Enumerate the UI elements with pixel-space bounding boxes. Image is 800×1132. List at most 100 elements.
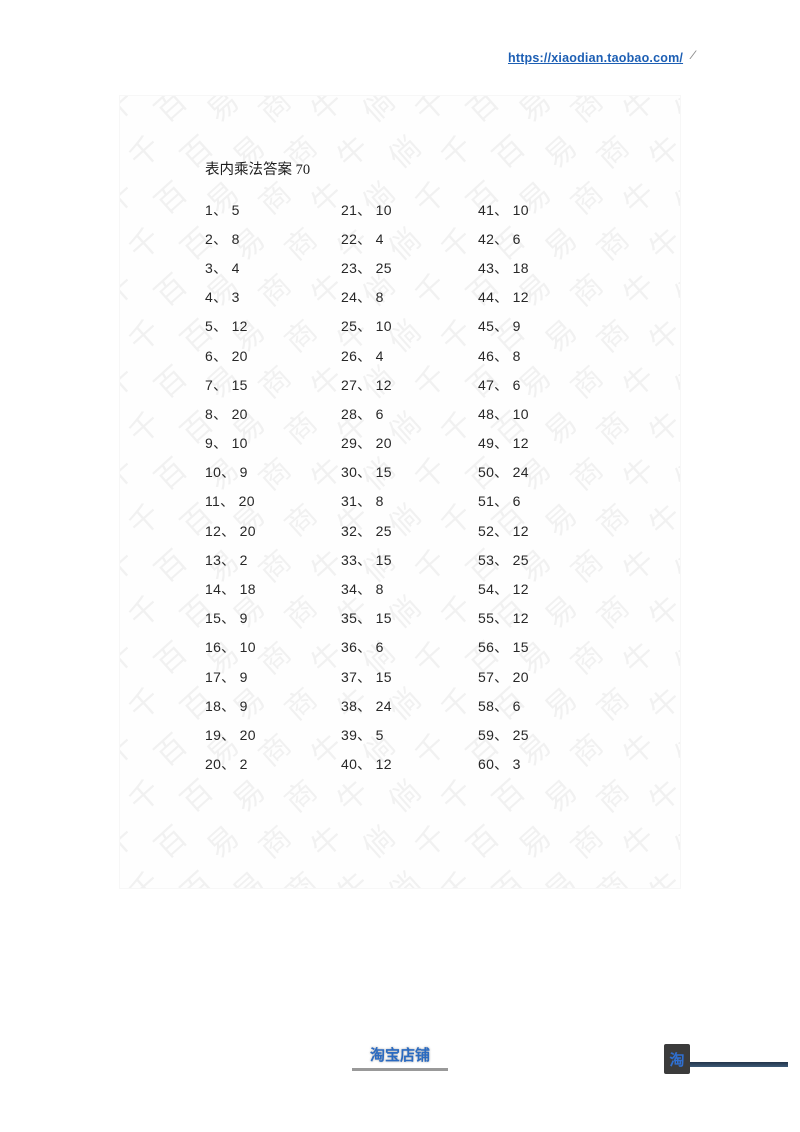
watermark-char: 千 <box>120 176 142 221</box>
answer-item: 41、 10 <box>478 201 529 218</box>
watermark-char: 商 <box>591 406 636 451</box>
watermark-char: 百 <box>149 452 194 497</box>
watermark-char: 千 <box>409 544 454 589</box>
watermark-char: 千 <box>120 96 142 129</box>
answer-item: 20、 2 <box>205 756 248 773</box>
watermark-char: 易 <box>533 860 585 888</box>
watermark-char: 百 <box>461 820 506 865</box>
watermark-char: 百 <box>149 96 194 129</box>
answer-item: 54、 12 <box>478 581 529 598</box>
answer-item: 56、 15 <box>478 639 529 656</box>
watermark-char: 牛 <box>305 96 350 129</box>
shop-link[interactable]: https://xiaodian.taobao.com/ <box>508 51 684 65</box>
watermark-char: 易 <box>513 96 558 129</box>
watermark-char: 千 <box>123 130 168 175</box>
watermark-char: 牛 <box>617 176 662 221</box>
watermark-char: 千 <box>120 360 142 405</box>
watermark-char: 牛 <box>617 544 662 589</box>
watermark-char: 千 <box>435 682 480 727</box>
watermark-char: 商 <box>565 96 610 129</box>
watermark-char: 倘 <box>669 636 680 681</box>
watermark-char: 易 <box>539 498 584 543</box>
answer-item: 4、 3 <box>205 289 240 306</box>
answer-item: 37、 15 <box>341 668 392 685</box>
answer-item: 52、 12 <box>478 522 529 539</box>
answer-item: 11、 20 <box>205 493 255 510</box>
watermark-char: 千 <box>120 452 142 497</box>
watermark-char: 千 <box>123 590 168 635</box>
answer-item: 40、 12 <box>341 756 392 773</box>
watermark-char: 千 <box>120 860 169 888</box>
watermark-char: 牛 <box>643 314 680 359</box>
watermark-char: 千 <box>120 544 142 589</box>
watermark-char: 牛 <box>617 452 662 497</box>
answer-item: 22、 4 <box>341 230 384 247</box>
worksheet-page: 千百易商牛倘千百易商牛倘千百易商牛倘千百易商牛倘千百易商牛倘千百易商牛倘千百易商… <box>120 96 680 888</box>
watermark-char: 商 <box>253 96 298 129</box>
answer-item: 9、 10 <box>205 435 248 452</box>
answer-item: 7、 15 <box>205 376 248 393</box>
answer-item: 51、 6 <box>478 493 521 510</box>
watermark-char: 牛 <box>643 682 680 727</box>
watermark-char: 牛 <box>617 96 662 129</box>
watermark-char: 千 <box>409 636 454 681</box>
watermark-char: 商 <box>565 268 610 313</box>
watermark-char: 商 <box>279 222 324 267</box>
watermark-char: 千 <box>123 222 168 267</box>
answer-item: 17、 9 <box>205 668 248 685</box>
watermark-char: 商 <box>565 360 610 405</box>
watermark-char: 千 <box>123 774 168 819</box>
watermark-char: 牛 <box>643 498 680 543</box>
answer-item: 15、 9 <box>205 610 248 627</box>
watermark-char: 千 <box>120 268 142 313</box>
answer-item: 47、 6 <box>478 376 521 393</box>
watermark-char: 千 <box>409 452 454 497</box>
answer-item: 45、 9 <box>478 318 521 335</box>
watermark-char: 百 <box>149 728 194 773</box>
watermark-char: 牛 <box>643 222 680 267</box>
answer-item: 59、 25 <box>478 726 529 743</box>
answer-item: 6、 20 <box>205 347 248 364</box>
watermark-char: 牛 <box>643 774 680 819</box>
watermark-char: 倘 <box>669 360 680 405</box>
answer-item: 36、 6 <box>341 639 384 656</box>
watermark-char: 牛 <box>617 728 662 773</box>
footer-shop-underline <box>352 1068 448 1071</box>
watermark-char: 千 <box>435 406 480 451</box>
watermark-char: 牛 <box>643 130 680 175</box>
watermark-layer: 千百易商牛倘千百易商牛倘千百易商牛倘千百易商牛倘千百易商牛倘千百易商牛倘千百易商… <box>120 96 680 888</box>
answer-item: 1、 5 <box>205 201 240 218</box>
watermark-char: 千 <box>435 590 480 635</box>
watermark-char: 百 <box>149 176 194 221</box>
watermark-char: 商 <box>565 452 610 497</box>
watermark-char: 商 <box>591 682 636 727</box>
watermark-char: 易 <box>539 774 584 819</box>
answer-item: 30、 15 <box>341 464 392 481</box>
answer-item: 23、 25 <box>341 259 392 276</box>
watermark-char: 千 <box>409 176 454 221</box>
shop-badge[interactable]: 淘 <box>664 1044 690 1074</box>
answer-column: 41、 10 42、 6 43、 18 44、 12 45、 9 46、 8 47、 6 48… <box>478 195 529 779</box>
watermark-char: 倘 <box>669 544 680 589</box>
watermark-char: 商 <box>565 176 610 221</box>
watermark-char: 牛 <box>305 820 350 865</box>
footer-shop-link[interactable]: 淘宝店铺 <box>369 1047 430 1064</box>
watermark-char: 倘 <box>357 96 402 129</box>
watermark-char: 千 <box>123 498 168 543</box>
answer-item: 8、 20 <box>205 405 248 422</box>
watermark-char: 百 <box>149 544 194 589</box>
watermark-char: 易 <box>539 222 584 267</box>
answer-item: 60、 3 <box>478 756 521 773</box>
answer-item: 27、 12 <box>341 376 392 393</box>
answer-item: 29、 20 <box>341 435 392 452</box>
answer-item: 50、 24 <box>478 464 529 481</box>
answer-item: 26、 4 <box>341 347 384 364</box>
watermark-char: 商 <box>591 222 636 267</box>
answer-item: 12、 20 <box>205 522 256 539</box>
watermark-char: 商 <box>591 498 636 543</box>
watermark-char: 百 <box>487 130 532 175</box>
answer-item: 16、 10 <box>205 639 256 656</box>
watermark-char: 易 <box>539 314 584 359</box>
answer-item: 5、 12 <box>205 318 248 335</box>
watermark-char: 牛 <box>331 130 376 175</box>
